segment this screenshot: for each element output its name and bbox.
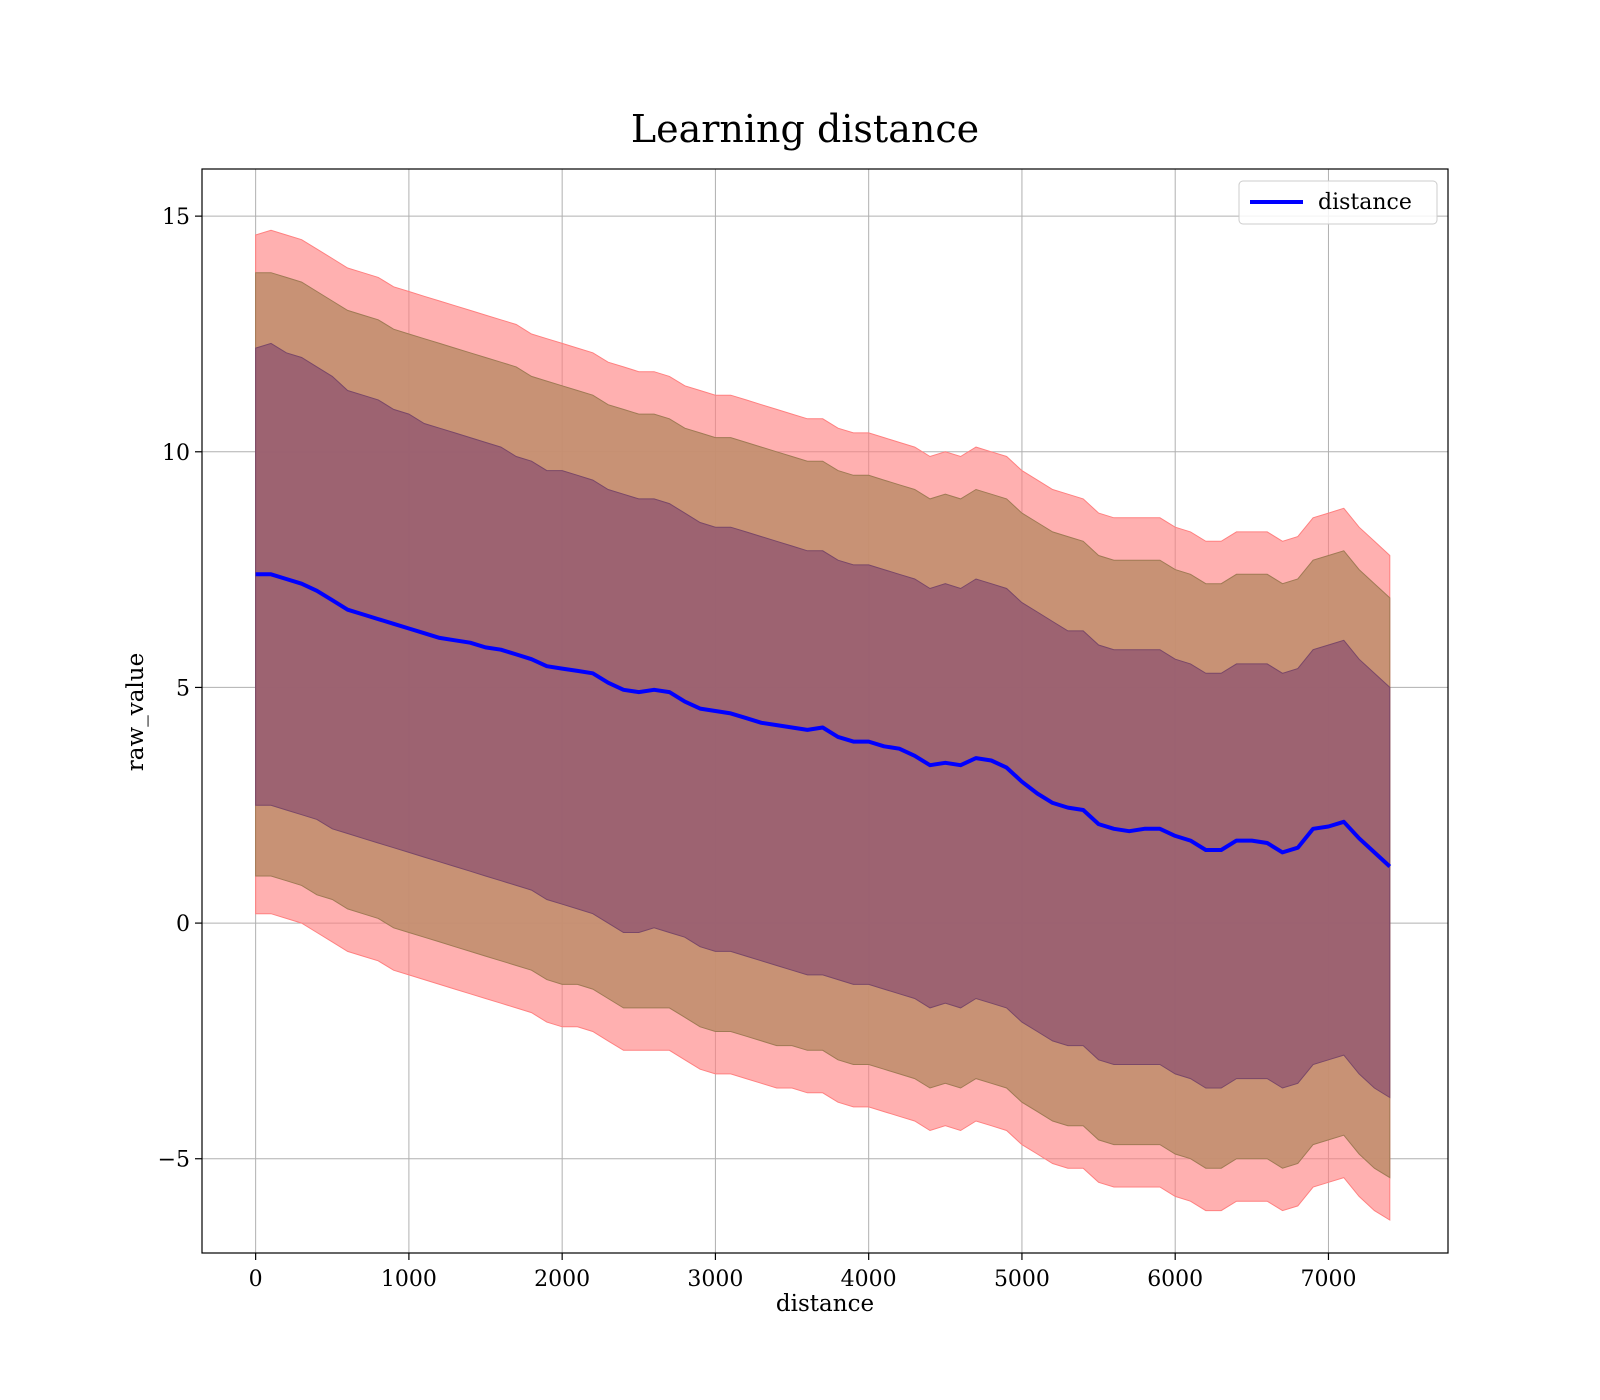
y-tick-label: −5 [158, 1148, 190, 1173]
legend-box [1238, 180, 1438, 225]
x-axis-label: distance [776, 1291, 874, 1317]
y-axis-ticks: −5 0 5 10 15 [158, 205, 202, 1173]
series-lines [255, 572, 1392, 868]
x-axis-ticks: 0 1000 2000 3000 4000 5000 6000 7000 [249, 1253, 1356, 1292]
x-tick-label: 1000 [381, 1267, 437, 1292]
x-tick-label: 7000 [1300, 1267, 1356, 1292]
x-tick-label: 2000 [534, 1267, 590, 1292]
y-tick-label: 5 [176, 676, 190, 701]
x-tick-label: 3000 [687, 1267, 743, 1292]
x-tick-label: 0 [249, 1267, 263, 1292]
chart-title: Learning distance [631, 107, 979, 151]
legend: distance [1238, 180, 1438, 225]
series-line-distance [255, 572, 1392, 868]
y-tick-label: 0 [176, 912, 190, 937]
x-tick-label: 4000 [841, 1267, 897, 1292]
band-1sd [255, 342, 1391, 1099]
plot-frame [201, 168, 1449, 1254]
y-axis-label: raw_value [123, 653, 149, 771]
confidence-bands [255, 229, 1391, 1221]
x-tick-label: 6000 [1147, 1267, 1203, 1292]
legend-label-distance: distance [1318, 190, 1412, 215]
y-tick-label: 15 [162, 205, 190, 230]
x-tick-label: 5000 [994, 1267, 1050, 1292]
y-tick-label: 10 [162, 441, 190, 466]
